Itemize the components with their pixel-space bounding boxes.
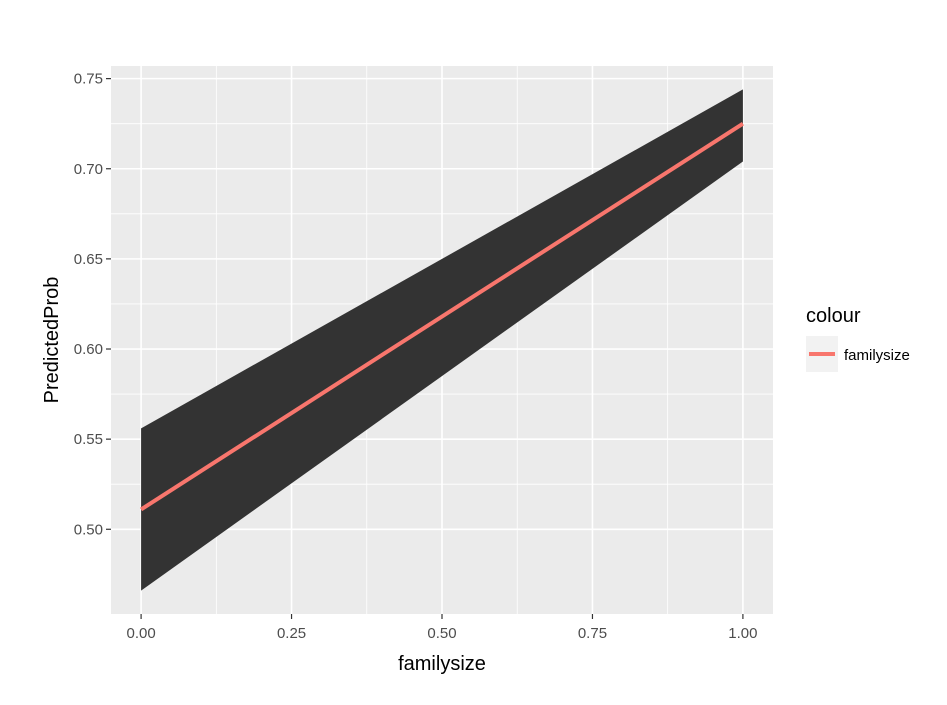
y-tick-label: 0.55: [74, 431, 103, 448]
x-axis-ticks: 0.00 0.25 0.50 0.75 1.00: [126, 614, 758, 642]
confidence-ribbon-0: [141, 89, 743, 591]
y-axis-ticks: 0.50 0.55 0.60 0.65 0.70 0.75: [74, 71, 111, 538]
confidence-ribbons: [141, 89, 743, 591]
legend: colour familysize: [806, 305, 910, 372]
y-tick-label: 0.70: [74, 161, 103, 178]
x-tick-label: 0.25: [277, 625, 306, 642]
y-tick-label: 0.50: [74, 521, 103, 538]
legend-title: colour: [806, 305, 861, 327]
series-lines: [140, 122, 744, 512]
legend-entries: familysize: [806, 336, 910, 372]
x-tick-label: 0.00: [126, 625, 155, 642]
x-tick-label: 0.50: [427, 625, 456, 642]
y-tick-label: 0.60: [74, 341, 103, 358]
y-tick-label: 0.75: [74, 71, 103, 88]
x-tick-label: 1.00: [728, 625, 757, 642]
y-tick-label: 0.65: [74, 251, 103, 268]
series-line-0: [140, 122, 744, 512]
x-axis-title: familysize: [398, 653, 486, 675]
y-axis-title: PredictedProb: [41, 277, 63, 404]
legend-entry-label: familysize: [844, 347, 910, 364]
x-tick-label: 0.75: [578, 625, 607, 642]
